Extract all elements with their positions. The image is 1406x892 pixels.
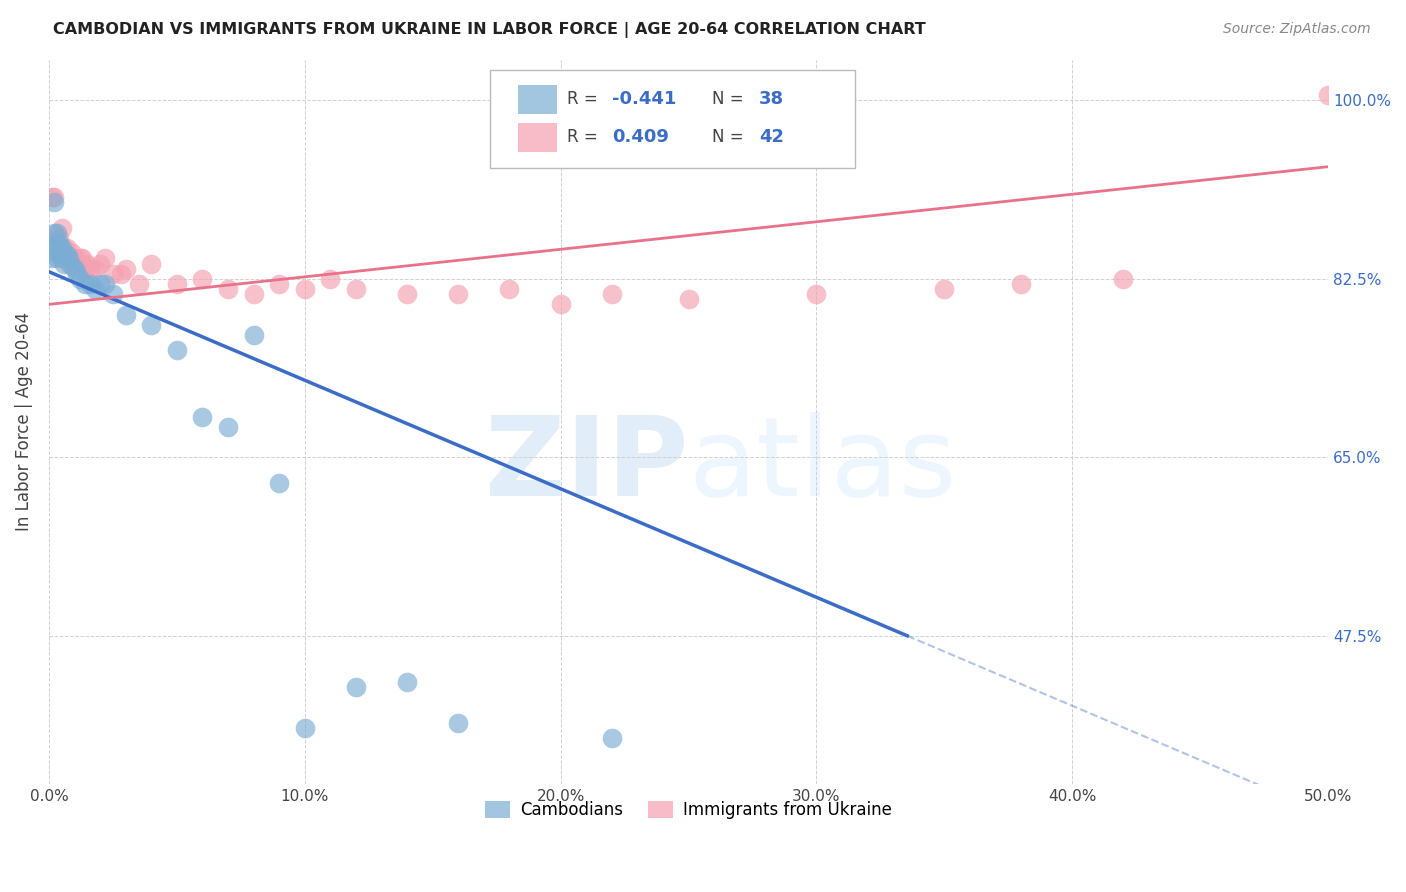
Point bbox=[53, 241, 76, 255]
Point bbox=[56, 248, 79, 262]
Point bbox=[60, 246, 83, 260]
Point bbox=[269, 277, 291, 291]
Point bbox=[41, 190, 63, 204]
Point bbox=[94, 277, 117, 291]
Point bbox=[166, 343, 188, 358]
Point bbox=[60, 259, 83, 273]
Point bbox=[45, 236, 67, 251]
Point bbox=[319, 272, 342, 286]
Point bbox=[269, 475, 291, 490]
Point bbox=[48, 236, 70, 251]
Point bbox=[550, 297, 572, 311]
Point bbox=[41, 252, 63, 266]
Text: R =: R = bbox=[567, 90, 603, 109]
Point bbox=[344, 282, 367, 296]
Point bbox=[217, 282, 239, 296]
Point bbox=[1317, 88, 1340, 103]
Text: 42: 42 bbox=[759, 128, 785, 146]
Point bbox=[166, 277, 188, 291]
Point bbox=[101, 287, 124, 301]
Point bbox=[79, 261, 101, 276]
Point bbox=[45, 252, 67, 266]
Point bbox=[51, 241, 73, 255]
Point bbox=[42, 190, 65, 204]
Point bbox=[191, 409, 214, 424]
Point bbox=[294, 721, 316, 735]
Point bbox=[89, 256, 111, 270]
Point bbox=[79, 277, 101, 291]
Point bbox=[58, 256, 80, 270]
Text: -0.441: -0.441 bbox=[612, 90, 676, 109]
Point bbox=[73, 277, 96, 291]
Text: ZIP: ZIP bbox=[485, 411, 689, 518]
Point bbox=[89, 277, 111, 291]
Point bbox=[45, 246, 67, 260]
Point bbox=[114, 308, 136, 322]
Point bbox=[1010, 277, 1032, 291]
Text: atlas: atlas bbox=[689, 411, 957, 518]
Point bbox=[678, 293, 700, 307]
Point bbox=[76, 256, 98, 270]
Text: N =: N = bbox=[711, 90, 748, 109]
Point bbox=[73, 261, 96, 276]
Point bbox=[141, 318, 163, 332]
Point bbox=[48, 231, 70, 245]
Point bbox=[69, 272, 91, 286]
Point bbox=[344, 680, 367, 694]
Bar bbox=[519, 85, 557, 114]
Point bbox=[56, 241, 79, 255]
Point bbox=[84, 282, 107, 296]
Point bbox=[396, 287, 419, 301]
Point bbox=[447, 287, 470, 301]
Text: Source: ZipAtlas.com: Source: ZipAtlas.com bbox=[1223, 22, 1371, 37]
Point bbox=[128, 277, 150, 291]
Legend: Cambodians, Immigrants from Ukraine: Cambodians, Immigrants from Ukraine bbox=[478, 795, 898, 826]
Text: N =: N = bbox=[711, 128, 748, 146]
Point bbox=[242, 328, 264, 343]
Point bbox=[42, 226, 65, 240]
Point bbox=[94, 252, 117, 266]
FancyBboxPatch shape bbox=[491, 70, 855, 169]
Point bbox=[294, 282, 316, 296]
Point bbox=[217, 419, 239, 434]
Point bbox=[600, 287, 623, 301]
Point bbox=[69, 252, 91, 266]
Point bbox=[66, 267, 89, 281]
Point bbox=[51, 220, 73, 235]
Point bbox=[114, 261, 136, 276]
Point bbox=[53, 256, 76, 270]
Point bbox=[41, 241, 63, 255]
Point bbox=[191, 272, 214, 286]
Point bbox=[45, 231, 67, 245]
Point bbox=[45, 226, 67, 240]
Point bbox=[1112, 272, 1135, 286]
Point bbox=[600, 731, 623, 745]
Point bbox=[58, 252, 80, 266]
Point bbox=[101, 267, 124, 281]
Text: 38: 38 bbox=[759, 90, 785, 109]
Point bbox=[84, 261, 107, 276]
Point bbox=[242, 287, 264, 301]
Point bbox=[447, 715, 470, 730]
Text: 0.409: 0.409 bbox=[612, 128, 669, 146]
Point bbox=[42, 195, 65, 210]
Point bbox=[63, 261, 86, 276]
Point bbox=[51, 252, 73, 266]
Point bbox=[53, 246, 76, 260]
Point bbox=[70, 252, 93, 266]
Text: R =: R = bbox=[567, 128, 603, 146]
Point bbox=[934, 282, 956, 296]
Point bbox=[110, 267, 132, 281]
Y-axis label: In Labor Force | Age 20-64: In Labor Force | Age 20-64 bbox=[15, 312, 32, 532]
Bar bbox=[519, 122, 557, 152]
Point bbox=[498, 282, 520, 296]
Text: CAMBODIAN VS IMMIGRANTS FROM UKRAINE IN LABOR FORCE | AGE 20-64 CORRELATION CHAR: CAMBODIAN VS IMMIGRANTS FROM UKRAINE IN … bbox=[53, 22, 927, 38]
Point bbox=[396, 674, 419, 689]
Point bbox=[141, 256, 163, 270]
Point bbox=[806, 287, 828, 301]
Point bbox=[63, 252, 86, 266]
Point bbox=[48, 246, 70, 260]
